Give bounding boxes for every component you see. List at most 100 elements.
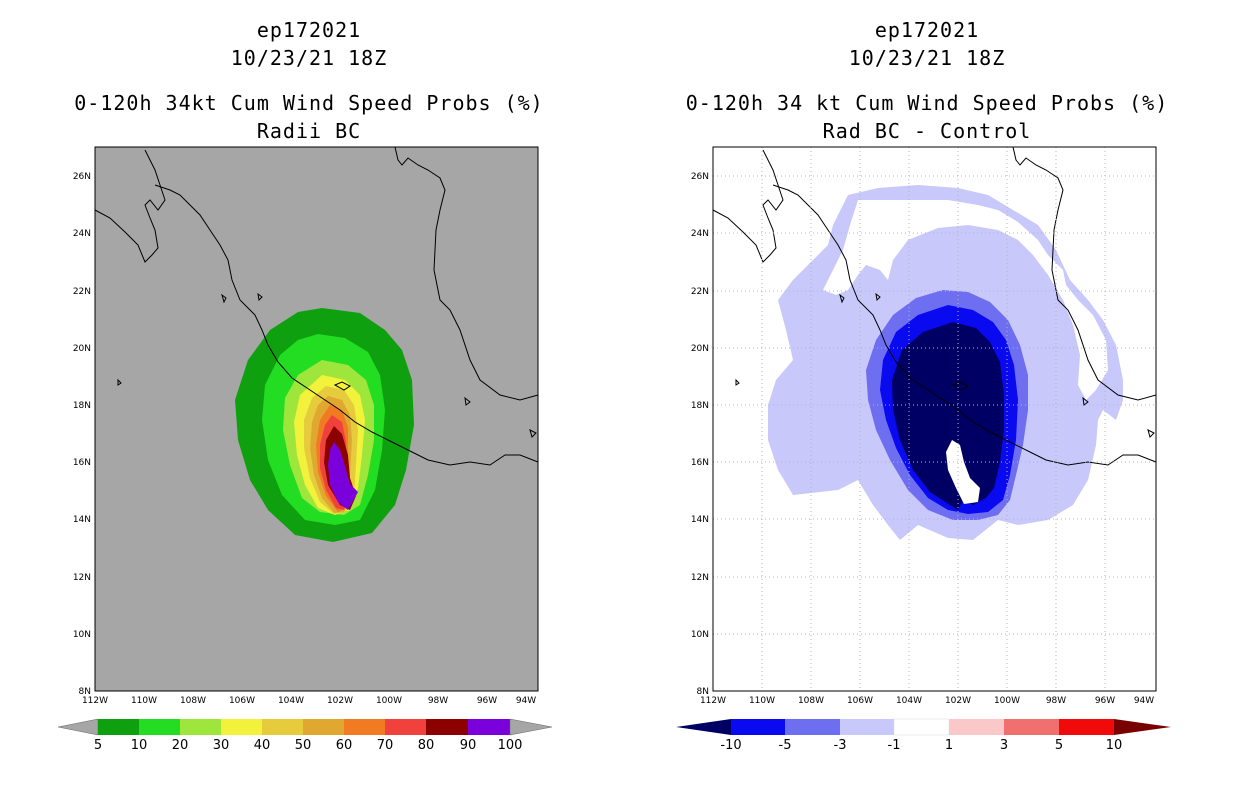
lat-tick-label: 26N bbox=[691, 172, 709, 182]
colorbar-label: -3 bbox=[834, 738, 847, 753]
colorbar-low-arrow bbox=[676, 719, 731, 735]
lat-tick-label: 12N bbox=[73, 573, 91, 583]
colorbar-swatch bbox=[785, 719, 840, 735]
lon-tick-label: 98W bbox=[428, 696, 448, 706]
lat-axis: 8N 10N 12N 14N 16N 18N 20N 22N 24N 26N bbox=[691, 172, 709, 697]
colorbar-swatch bbox=[139, 719, 180, 735]
lon-tick-label: 106W bbox=[847, 696, 873, 706]
lon-tick-label: 110W bbox=[749, 696, 775, 706]
right-map-panel: ep172021 10/23/21 18Z 0-120h 34 kt Cum W… bbox=[618, 0, 1236, 800]
graticule bbox=[713, 147, 1156, 691]
contour-plus1 bbox=[946, 440, 980, 504]
coastline bbox=[94, 146, 539, 466]
colorbar-swatch bbox=[385, 719, 426, 735]
storm-id: ep172021 bbox=[256, 18, 362, 42]
lon-tick-label: 94W bbox=[1134, 696, 1154, 706]
colorbar-swatch bbox=[949, 719, 1004, 735]
lat-tick-label: 8N bbox=[79, 687, 91, 697]
lon-tick-label: 108W bbox=[798, 696, 824, 706]
colorbar-swatch bbox=[1059, 719, 1114, 735]
colorbar-swatch bbox=[180, 719, 221, 735]
colorbar-high-arrow bbox=[509, 718, 553, 736]
map-frame bbox=[712, 146, 1157, 692]
left-map-panel: ep172021 10/23/21 18Z 0-120h 34kt Cum Wi… bbox=[57, 18, 553, 753]
map-subtitle: Rad BC - Control bbox=[822, 119, 1032, 143]
colorbar: -10 -5 -3 -1 1 3 5 10 bbox=[676, 718, 1171, 753]
colorbar-label: 50 bbox=[295, 738, 312, 753]
colorbar-swatch bbox=[344, 719, 385, 735]
colorbar-high-arrow bbox=[1114, 719, 1171, 735]
colorbar-swatch bbox=[893, 718, 950, 736]
colorbar-label: 3 bbox=[1000, 738, 1008, 753]
lat-tick-label: 14N bbox=[691, 515, 709, 525]
coastline bbox=[712, 146, 1157, 466]
lat-tick-label: 24N bbox=[73, 229, 91, 239]
lon-axis: 112W 110W 108W 106W 104W 102W 100W 98W 9… bbox=[82, 696, 536, 706]
colorbar-swatch bbox=[426, 719, 468, 735]
colorbar-label: 5 bbox=[1055, 738, 1063, 753]
colorbar-label: 30 bbox=[213, 738, 230, 753]
colorbar-swatch bbox=[221, 719, 262, 735]
lon-tick-label: 100W bbox=[376, 696, 402, 706]
map-title: 0-120h 34 kt Cum Wind Speed Probs (%) bbox=[685, 91, 1169, 115]
probability-map: 112W 110W 108W 106W 104W 102W 100W 98W 9… bbox=[57, 146, 553, 753]
lat-tick-label: 18N bbox=[691, 401, 709, 411]
lon-tick-label: 100W bbox=[994, 696, 1020, 706]
lat-tick-label: 14N bbox=[73, 515, 91, 525]
lon-tick-label: 112W bbox=[700, 696, 726, 706]
colorbar-label: 1 bbox=[945, 738, 953, 753]
lat-tick-label: 12N bbox=[691, 573, 709, 583]
difference-map: 112W 110W 108W 106W 104W 102W 100W 98W 9… bbox=[676, 146, 1171, 753]
lat-tick-label: 18N bbox=[73, 401, 91, 411]
colorbar-swatch bbox=[731, 719, 785, 735]
lat-tick-label: 24N bbox=[691, 229, 709, 239]
colorbar-label: -1 bbox=[888, 738, 901, 753]
colorbar-label: 70 bbox=[377, 738, 394, 753]
lon-tick-label: 96W bbox=[1095, 696, 1115, 706]
lon-tick-label: 96W bbox=[477, 696, 497, 706]
lon-tick-label: 102W bbox=[945, 696, 971, 706]
lon-tick-label: 108W bbox=[180, 696, 206, 706]
colorbar-label: 80 bbox=[418, 738, 435, 753]
lon-axis: 112W 110W 108W 106W 104W 102W 100W 98W 9… bbox=[700, 696, 1154, 706]
colorbar-label: 90 bbox=[460, 738, 477, 753]
colorbar-swatch bbox=[1004, 719, 1059, 735]
lat-tick-label: 22N bbox=[691, 287, 709, 297]
forecast-datetime: 10/23/21 18Z bbox=[230, 46, 388, 70]
map-area bbox=[94, 146, 539, 692]
lat-tick-label: 16N bbox=[73, 458, 91, 468]
lat-tick-label: 20N bbox=[73, 344, 91, 354]
colorbar-swatch bbox=[468, 719, 510, 735]
colorbar-low-arrow bbox=[57, 718, 99, 736]
lat-tick-label: 20N bbox=[691, 344, 709, 354]
map-title: 0-120h 34kt Cum Wind Speed Probs (%) bbox=[74, 91, 544, 115]
lon-tick-label: 102W bbox=[327, 696, 353, 706]
storm-id: ep172021 bbox=[874, 18, 980, 42]
colorbar-swatch bbox=[840, 719, 894, 735]
colorbar-swatch bbox=[262, 719, 303, 735]
colorbar-label: 5 bbox=[94, 738, 102, 753]
colorbar-label: -10 bbox=[720, 738, 741, 753]
lat-tick-label: 26N bbox=[73, 172, 91, 182]
forecast-datetime: 10/23/21 18Z bbox=[848, 46, 1006, 70]
colorbar-label: 10 bbox=[1106, 738, 1123, 753]
lat-tick-label: 10N bbox=[73, 630, 91, 640]
lon-tick-label: 94W bbox=[516, 696, 536, 706]
lat-tick-label: 10N bbox=[691, 630, 709, 640]
lon-tick-label: 104W bbox=[278, 696, 304, 706]
lat-tick-label: 22N bbox=[73, 287, 91, 297]
colorbar-label: 20 bbox=[172, 738, 189, 753]
colorbar-label: -5 bbox=[779, 738, 792, 753]
colorbar-label: 100 bbox=[498, 738, 523, 753]
lon-tick-label: 106W bbox=[229, 696, 255, 706]
map-frame bbox=[94, 146, 539, 692]
colorbar-label: 40 bbox=[254, 738, 271, 753]
colorbar-label: 60 bbox=[336, 738, 353, 753]
lon-tick-label: 110W bbox=[131, 696, 157, 706]
colorbar: 5 10 20 30 40 50 60 70 80 90 100 bbox=[57, 718, 553, 753]
lon-tick-label: 104W bbox=[896, 696, 922, 706]
colorbar-swatch bbox=[98, 719, 139, 735]
map-area bbox=[712, 146, 1157, 692]
lat-axis: 8N 10N 12N 14N 16N 18N 20N 22N 24N 26N bbox=[73, 172, 91, 697]
lon-tick-label: 98W bbox=[1046, 696, 1066, 706]
